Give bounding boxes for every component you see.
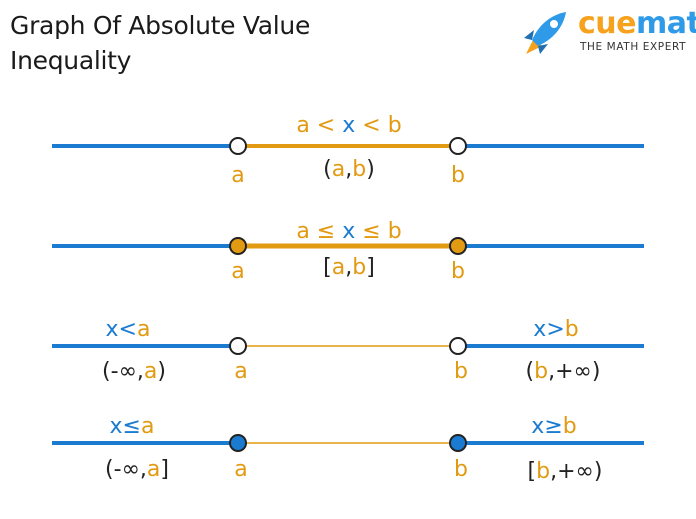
row2-point-a	[229, 237, 247, 255]
row1-point-a	[229, 137, 247, 155]
row3-right-interval: (b,+∞)	[526, 359, 601, 384]
row3-left-inequality: x<a	[106, 317, 151, 342]
row4-point-a	[229, 434, 247, 452]
row2-label-b: b	[451, 259, 465, 284]
row4-left-inequality: x≤a	[110, 414, 155, 439]
row3-right-inequality: x>b	[533, 317, 578, 342]
row4-label-a: a	[234, 457, 247, 482]
cuemath-logo: cuemath THE MATH EXPERT	[518, 6, 696, 58]
rocket-icon	[524, 12, 566, 54]
brand-tagline: THE MATH EXPERT	[580, 41, 687, 53]
row-open-interval: a < x < b (a,b) a b	[52, 113, 644, 188]
page-title: Graph Of Absolute Value Inequality	[10, 8, 310, 78]
row4-point-b	[449, 434, 467, 452]
title-line-1: Graph Of Absolute Value	[10, 11, 311, 40]
title-line-2: Inequality	[10, 46, 132, 75]
row3-point-a	[229, 337, 247, 355]
row-closed-outside: x≤a (-∞,a] x≥b [b,+∞) a b	[52, 414, 644, 484]
row1-inequality: a < x < b	[296, 113, 401, 138]
row-open-outside: x<a (-∞,a) x>b (b,+∞) a b	[52, 317, 644, 384]
row1-interval: (a,b)	[323, 157, 375, 182]
row1-label-a: a	[231, 163, 244, 188]
brand-name: cuemath	[578, 6, 696, 42]
row4-right-interval: [b,+∞)	[528, 459, 603, 484]
row4-right-inequality: x≥b	[531, 414, 576, 439]
row2-inequality: a ≤ x ≤ b	[296, 219, 401, 244]
row2-label-a: a	[231, 259, 244, 284]
row3-label-b: b	[454, 359, 468, 384]
row4-label-b: b	[454, 457, 468, 482]
brand-text: cuemath	[578, 6, 696, 41]
row3-label-a: a	[234, 359, 247, 384]
row4-left-interval: (-∞,a]	[105, 457, 169, 482]
row3-left-interval: (-∞,a)	[102, 359, 166, 384]
row3-point-b	[449, 337, 467, 355]
row2-interval: [a,b]	[323, 255, 375, 280]
row1-label-b: b	[451, 163, 465, 188]
row2-point-b	[449, 237, 467, 255]
row1-point-b	[449, 137, 467, 155]
row-closed-interval: a ≤ x ≤ b [a,b] a b	[52, 219, 644, 284]
